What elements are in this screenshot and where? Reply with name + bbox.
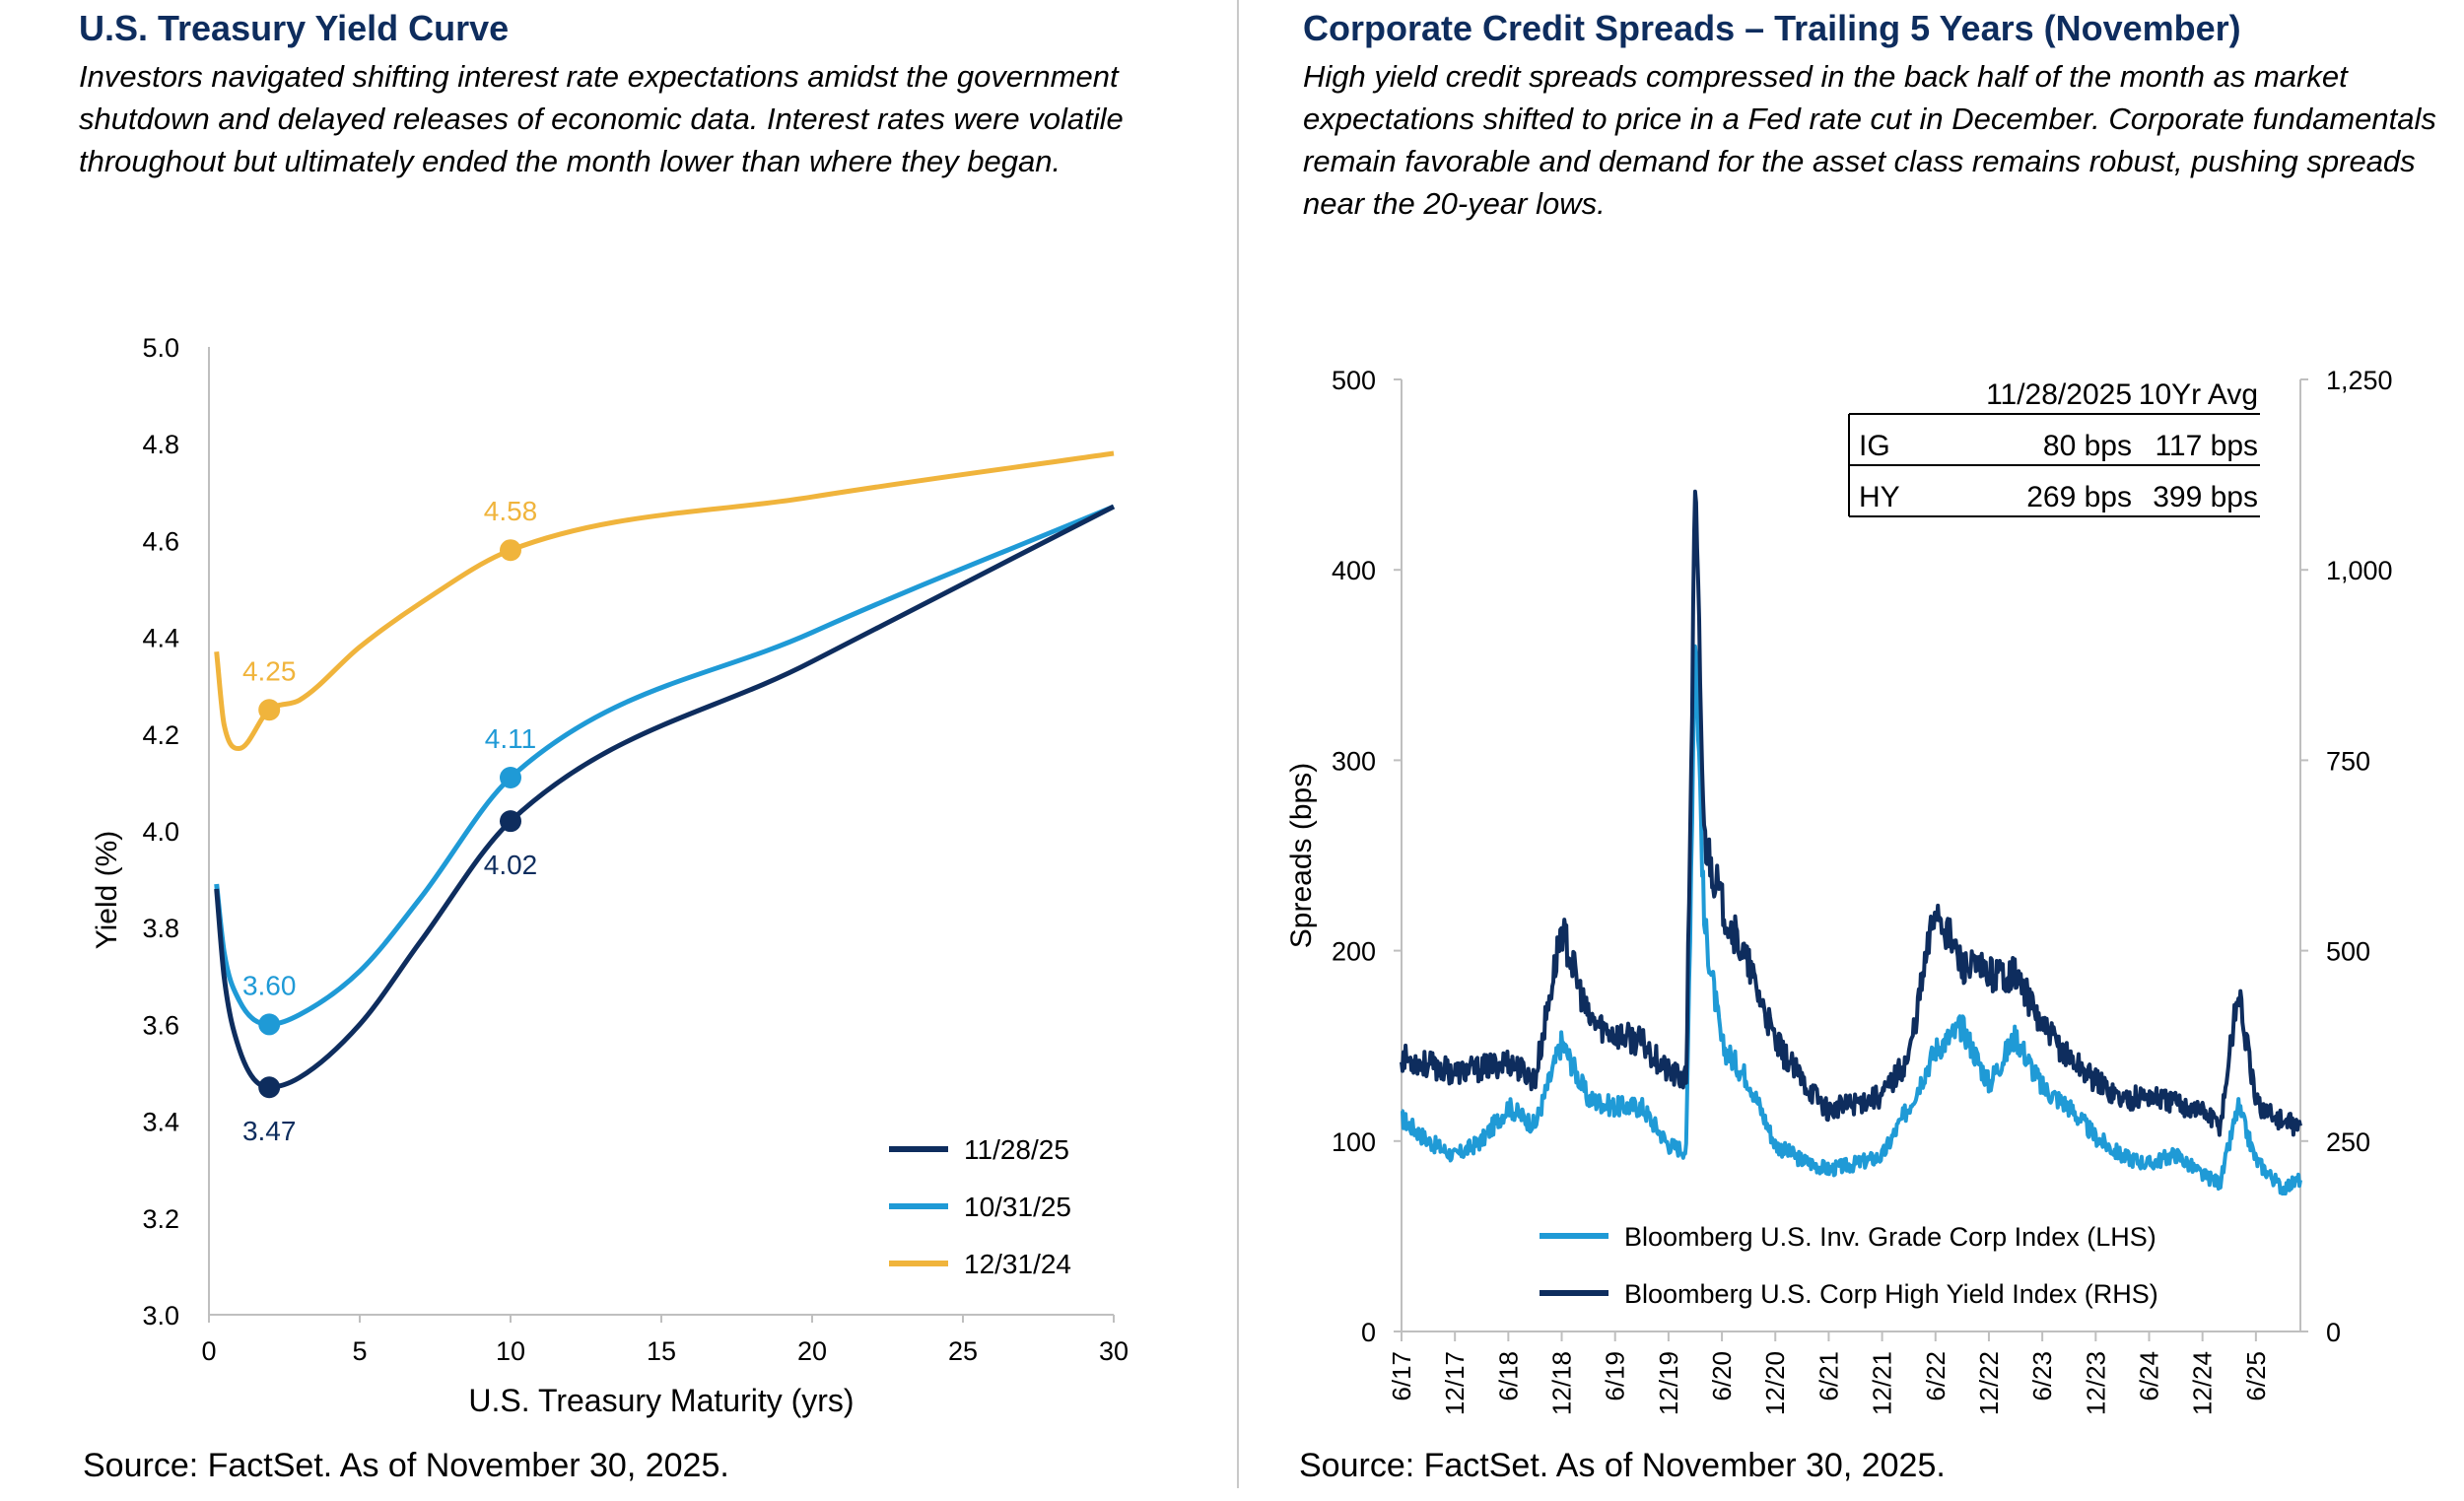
- data-label: 4.11: [485, 723, 536, 754]
- yield-curve-legend: 11/28/25 10/31/25 12/31/24: [889, 1134, 1071, 1279]
- x-tick-label: 6/23: [2027, 1351, 2057, 1401]
- x-tick-label: 12/23: [2081, 1351, 2110, 1415]
- left-y-tick-label: 300: [1332, 746, 1376, 776]
- x-axis-title: U.S. Treasury Maturity (yrs): [468, 1383, 854, 1418]
- spreads-summary-table: 11/28/2025 10Yr Avg IG 80 bps 117 bps HY 269 b…: [1848, 378, 2260, 517]
- credit-spreads-subtitle: High yield credit spreads compressed in …: [1303, 59, 2436, 221]
- left-y-tick-label: 500: [1332, 366, 1376, 395]
- right-y-tick-label: 500: [2326, 937, 2370, 967]
- x-tick-label: 12/24: [2188, 1351, 2218, 1415]
- data-point-marker: [258, 1013, 281, 1036]
- credit-spreads-lines: [1400, 489, 2302, 1196]
- y-tick-label: 4.8: [142, 430, 179, 459]
- y-tick-label: 4.2: [142, 720, 179, 750]
- series-line: [214, 504, 1116, 1090]
- legend-label: Bloomberg U.S. Inv. Grade Corp Index (LH…: [1624, 1222, 2156, 1252]
- credit-spreads-panel: Corporate Credit Spreads – Trailing 5 Ye…: [1244, 0, 2464, 1501]
- x-tick-label: 6/22: [1921, 1351, 1951, 1401]
- y-tick-label: 3.2: [142, 1204, 179, 1234]
- data-point-marker: [500, 539, 521, 562]
- credit-spreads-title: Corporate Credit Spreads – Trailing 5 Ye…: [1303, 8, 2241, 48]
- y-tick-label: 3.0: [142, 1301, 179, 1330]
- yield-curve-axes: 3.0 3.2 3.4 3.6 3.8 4.0 4.2 4.4 4.6 4.8 5.0 0 5 10 15 2…: [91, 333, 1129, 1418]
- x-tick-label: 12/21: [1868, 1351, 1897, 1415]
- x-tick-label: 12/18: [1547, 1351, 1577, 1415]
- legend-label: 11/28/25: [964, 1134, 1069, 1165]
- left-y-tick-label: 100: [1332, 1127, 1376, 1157]
- data-label: 3.47: [242, 1116, 297, 1146]
- series-line: [214, 504, 1115, 1027]
- y-tick-label: 4.0: [142, 817, 179, 847]
- y-tick-label: 5.0: [142, 333, 179, 363]
- table-header-avg: 10Yr Avg: [2139, 378, 2258, 411]
- data-point-marker: [258, 699, 281, 721]
- y-tick-label: 4.4: [142, 624, 179, 653]
- credit-spreads-legend: Bloomberg U.S. Inv. Grade Corp Index (LH…: [1540, 1222, 2158, 1309]
- left-y-tick-label: 200: [1332, 937, 1376, 967]
- y-tick-label: 3.4: [142, 1108, 179, 1137]
- table-cell-current: 80 bps: [2043, 430, 2132, 462]
- x-tick-label: 30: [1099, 1336, 1129, 1366]
- x-tick-label: 6/19: [1601, 1351, 1630, 1401]
- table-row-label: HY: [1859, 481, 1900, 513]
- yield-curve-subtitle: Investors navigated shifting interest ra…: [79, 59, 1124, 178]
- left-y-tick-label: 0: [1361, 1318, 1376, 1347]
- table-header-date: 11/28/2025: [1986, 378, 2132, 411]
- yield-curve-title: U.S. Treasury Yield Curve: [79, 8, 510, 48]
- data-label: 4.25: [242, 655, 297, 686]
- right-y-tick-label: 750: [2326, 746, 2370, 776]
- table-cell-avg: 399 bps: [2153, 481, 2258, 513]
- x-tick-label: 6/17: [1387, 1351, 1416, 1401]
- y-tick-label: 3.6: [142, 1010, 179, 1040]
- yield-curve-lines: 4.25 4.58 3.60 4.11 3.47 4.02: [214, 450, 1116, 1146]
- credit-spreads-axes: 0 100 200 300 400 500 0 250 500 750 1,000 1,250 6/17…: [1285, 366, 2393, 1415]
- x-tick-label: 6/24: [2134, 1351, 2163, 1401]
- x-tick-label: 6/20: [1707, 1351, 1737, 1401]
- y-tick-label: 3.8: [142, 914, 179, 943]
- x-tick-label: 12/20: [1760, 1351, 1790, 1415]
- data-point-marker: [500, 766, 521, 788]
- x-tick-label: 12/17: [1440, 1351, 1470, 1415]
- yield-curve-chart: 3.0 3.2 3.4 3.6 3.8 4.0 4.2 4.4 4.6 4.8 5.0 0 5 10 15 2…: [91, 333, 1129, 1418]
- x-tick-label: 0: [201, 1336, 216, 1366]
- legend-label: 10/31/25: [964, 1192, 1071, 1222]
- right-y-tick-label: 250: [2326, 1127, 2370, 1157]
- right-y-tick-label: 1,000: [2326, 556, 2393, 585]
- data-label: 4.02: [484, 850, 538, 880]
- x-tick-label: 25: [948, 1336, 978, 1366]
- data-label: 4.58: [484, 496, 538, 526]
- y-axis-title: Spreads (bps): [1285, 763, 1318, 948]
- credit-spreads-source: Source: FactSet. As of November 30, 2025…: [1299, 1447, 1946, 1484]
- series-line: [214, 450, 1115, 751]
- y-axis-title: Yield (%): [91, 831, 123, 950]
- x-tick-label: 12/22: [1974, 1351, 2004, 1415]
- right-y-tick-label: 0: [2326, 1318, 2341, 1347]
- x-tick-label: 5: [352, 1336, 367, 1366]
- x-tick-label: 6/21: [1814, 1351, 1843, 1401]
- legend-label: Bloomberg U.S. Corp High Yield Index (RH…: [1624, 1279, 2158, 1309]
- data-point-marker: [500, 810, 521, 833]
- hy-spread-line: [1400, 489, 2302, 1137]
- x-tick-label: 20: [797, 1336, 827, 1366]
- table-row-label: IG: [1859, 430, 1890, 462]
- credit-spreads-chart: 0 100 200 300 400 500 0 250 500 750 1,000 1,250 6/17…: [1285, 366, 2393, 1415]
- table-cell-current: 269 bps: [2026, 481, 2132, 513]
- data-point-marker: [258, 1076, 281, 1099]
- x-tick-label: 6/25: [2241, 1351, 2271, 1401]
- x-tick-label: 15: [647, 1336, 676, 1366]
- data-label: 3.60: [242, 970, 297, 1000]
- x-tick-label: 6/18: [1493, 1351, 1523, 1401]
- x-tick-label: 10: [496, 1336, 525, 1366]
- ig-spread-line: [1401, 644, 2302, 1196]
- y-tick-label: 4.6: [142, 526, 179, 556]
- yield-curve-panel: U.S. Treasury Yield Curve Investors navi…: [79, 8, 1129, 1484]
- table-cell-avg: 117 bps: [2155, 430, 2258, 462]
- right-y-tick-label: 1,250: [2326, 366, 2393, 395]
- yield-curve-source: Source: FactSet. As of November 30, 2025…: [83, 1447, 729, 1484]
- legend-label: 12/31/24: [964, 1249, 1071, 1279]
- x-tick-label: 12/19: [1654, 1351, 1683, 1415]
- panel-divider: [1237, 0, 1239, 1488]
- left-y-tick-label: 400: [1332, 556, 1376, 585]
